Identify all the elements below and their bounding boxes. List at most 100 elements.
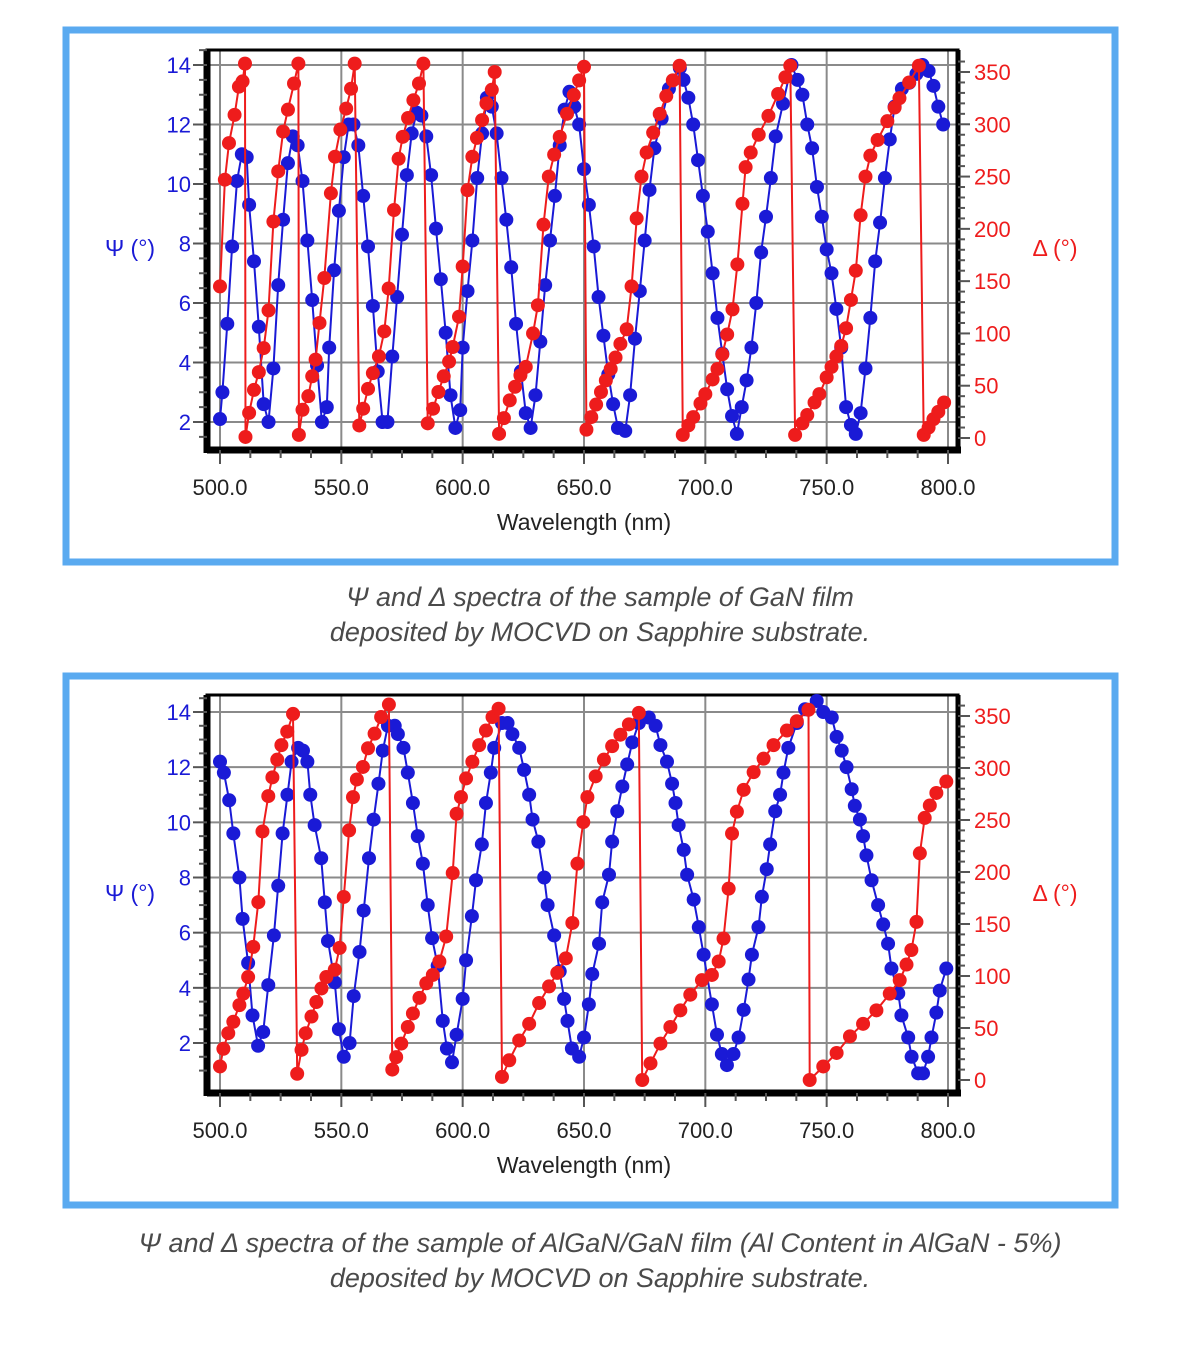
data-point bbox=[261, 303, 276, 318]
data-point bbox=[882, 132, 897, 147]
data-point bbox=[771, 86, 786, 101]
data-point bbox=[809, 179, 824, 194]
data-point bbox=[705, 372, 720, 387]
data-point bbox=[921, 1049, 936, 1064]
data-point bbox=[824, 359, 839, 374]
y-right-tick-label: 300 bbox=[974, 756, 1011, 781]
data-point bbox=[668, 796, 683, 811]
data-point bbox=[814, 209, 829, 224]
data-point bbox=[538, 278, 553, 293]
data-point bbox=[576, 815, 591, 830]
data-point bbox=[680, 867, 695, 882]
data-point bbox=[391, 151, 406, 166]
data-point bbox=[478, 796, 493, 811]
y-right-axis-title: Δ (°) bbox=[1032, 880, 1077, 906]
data-point bbox=[929, 785, 944, 800]
data-point bbox=[415, 856, 430, 871]
data-point bbox=[406, 93, 421, 108]
y-right-tick-label: 150 bbox=[974, 912, 1011, 937]
data-point bbox=[739, 373, 754, 388]
data-point bbox=[449, 1027, 464, 1042]
data-point bbox=[894, 1008, 909, 1023]
data-point bbox=[333, 122, 348, 137]
data-point bbox=[848, 263, 863, 278]
data-point bbox=[518, 359, 533, 374]
data-point bbox=[613, 727, 628, 742]
data-point bbox=[280, 724, 295, 739]
data-point bbox=[246, 939, 261, 954]
data-point bbox=[332, 940, 347, 955]
data-point bbox=[525, 812, 540, 827]
data-point bbox=[605, 834, 620, 849]
data-point bbox=[445, 866, 460, 881]
data-point bbox=[876, 917, 891, 932]
data-point bbox=[361, 851, 376, 866]
data-point bbox=[455, 340, 470, 355]
data-point bbox=[526, 326, 541, 341]
x-tick-label: 800.0 bbox=[920, 475, 975, 500]
x-axis-title: Wavelength (nm) bbox=[497, 1152, 671, 1178]
data-point bbox=[731, 1030, 746, 1045]
data-point bbox=[386, 203, 401, 218]
data-point bbox=[469, 873, 484, 888]
data-point bbox=[870, 132, 885, 147]
chart-algan-gan: 500.0 550.0 600.0 650.0 700.0 750.0 800.0 2 4 6 8 1… bbox=[62, 672, 1119, 1209]
data-point bbox=[931, 99, 946, 114]
data-point bbox=[937, 395, 952, 410]
data-point bbox=[596, 328, 611, 343]
data-point bbox=[502, 1053, 517, 1068]
y-right-tick-label: 300 bbox=[974, 112, 1011, 137]
data-point bbox=[395, 227, 409, 242]
data-point bbox=[491, 701, 506, 716]
data-point bbox=[768, 804, 783, 819]
data-point bbox=[266, 928, 281, 943]
data-point bbox=[215, 385, 230, 400]
data-point bbox=[502, 393, 517, 408]
data-point bbox=[352, 418, 367, 433]
data-point bbox=[572, 1049, 587, 1064]
data-point bbox=[720, 382, 735, 397]
data-point bbox=[809, 693, 824, 708]
data-point bbox=[322, 340, 337, 355]
data-point bbox=[419, 129, 434, 144]
data-point bbox=[932, 983, 947, 998]
data-point bbox=[251, 895, 266, 910]
caption-gan: Ψ and Δ spectra of the sample of GaN fil… bbox=[0, 580, 1200, 650]
series-delta bbox=[213, 56, 952, 444]
data-point bbox=[312, 315, 327, 330]
y-right-tick-label: 200 bbox=[974, 860, 1011, 885]
data-point bbox=[859, 848, 874, 863]
data-point bbox=[572, 73, 587, 88]
data-point bbox=[328, 149, 343, 164]
data-point bbox=[494, 171, 509, 186]
data-point bbox=[294, 1042, 309, 1057]
data-point bbox=[909, 914, 924, 929]
data-point bbox=[295, 743, 310, 758]
data-point bbox=[317, 271, 332, 286]
data-point bbox=[721, 881, 736, 896]
data-point bbox=[843, 292, 858, 307]
y-left-tick-label: 2 bbox=[179, 1031, 191, 1056]
data-point bbox=[351, 138, 366, 153]
data-point bbox=[512, 1033, 527, 1048]
data-point bbox=[347, 56, 362, 71]
data-point bbox=[291, 427, 306, 442]
data-point bbox=[489, 126, 504, 141]
data-point bbox=[729, 804, 744, 819]
data-point bbox=[374, 710, 389, 725]
data-point bbox=[595, 895, 610, 910]
caption-algan: Ψ and Δ spectra of the sample of AlGaN/G… bbox=[0, 1226, 1200, 1296]
data-point bbox=[443, 388, 458, 403]
data-point bbox=[305, 369, 320, 384]
data-point bbox=[445, 340, 460, 355]
data-point bbox=[291, 56, 306, 71]
data-point bbox=[449, 806, 464, 821]
data-point bbox=[779, 723, 794, 738]
data-point bbox=[639, 145, 654, 160]
data-point bbox=[671, 818, 686, 833]
data-point bbox=[375, 743, 390, 758]
data-point bbox=[751, 127, 766, 142]
data-point bbox=[274, 738, 289, 753]
data-point bbox=[424, 168, 439, 183]
data-point bbox=[536, 217, 551, 232]
